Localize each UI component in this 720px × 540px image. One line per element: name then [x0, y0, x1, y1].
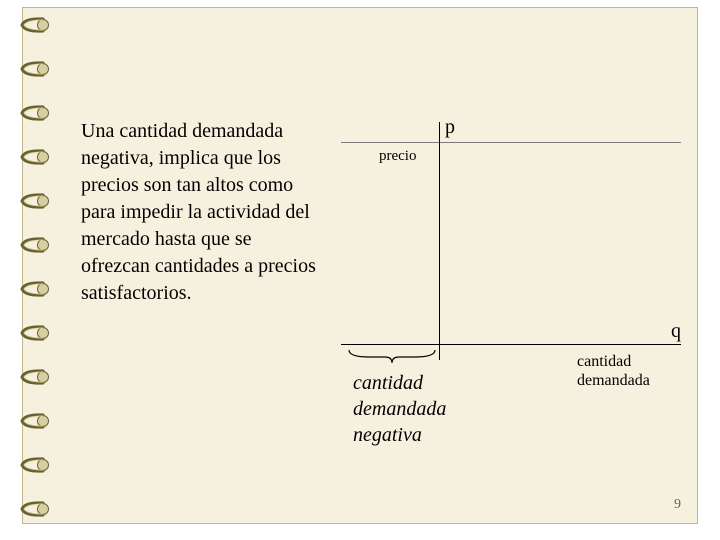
label-p: p	[445, 116, 455, 139]
neg-line1: cantidad	[353, 372, 423, 394]
label-q: q	[671, 320, 681, 343]
neg-line3: negativa	[353, 424, 422, 446]
spiral-ring	[19, 14, 51, 34]
label-precio: precio	[379, 148, 416, 165]
spiral-ring	[19, 58, 51, 78]
spiral-ring	[19, 102, 51, 122]
chart-area: p precio q cantidad demandada negativa c…	[341, 118, 681, 418]
brace-icon	[347, 348, 437, 366]
spiral-ring	[19, 190, 51, 210]
y-axis	[439, 122, 440, 360]
spiral-binding	[33, 8, 69, 525]
spiral-ring	[19, 454, 51, 474]
spiral-ring	[19, 366, 51, 386]
slide: Una cantidad demandada negativa, implica…	[22, 7, 698, 524]
spiral-ring	[19, 322, 51, 342]
spiral-ring	[19, 410, 51, 430]
cant-line2: demandada	[577, 372, 650, 389]
x-axis	[341, 344, 681, 345]
label-quantity-demanded: cantidad demandada	[577, 352, 650, 390]
spiral-ring	[19, 146, 51, 166]
cant-line1: cantidad	[577, 353, 631, 370]
neg-line2: demandada	[353, 398, 446, 420]
body-text: Una cantidad demandada negativa, implica…	[81, 118, 321, 307]
chart-top-border	[341, 142, 681, 143]
label-negative-qty: cantidad demandada negativa	[353, 370, 446, 448]
spiral-ring	[19, 278, 51, 298]
page-number: 9	[674, 497, 681, 513]
spiral-ring	[19, 234, 51, 254]
spiral-ring	[19, 498, 51, 518]
slide-content: Una cantidad demandada negativa, implica…	[81, 118, 681, 498]
